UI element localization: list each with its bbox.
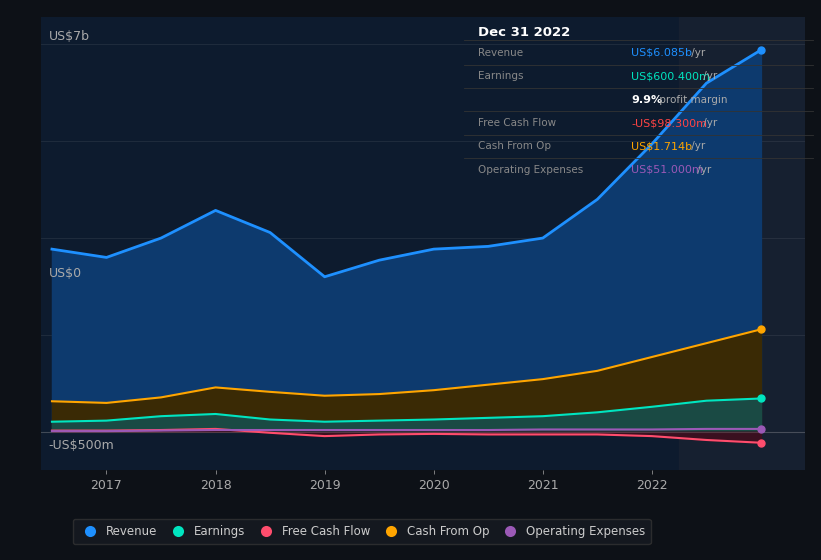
Bar: [679, 17, 805, 470]
Text: US$0: US$0: [48, 267, 82, 279]
Text: /yr: /yr: [700, 118, 718, 128]
Text: -US$500m: -US$500m: [48, 439, 114, 452]
Text: 9.9%: 9.9%: [631, 95, 663, 105]
Text: US$600.400m: US$600.400m: [631, 71, 710, 81]
Text: /yr: /yr: [688, 48, 705, 58]
Text: Cash From Op: Cash From Op: [478, 141, 551, 151]
Legend: Revenue, Earnings, Free Cash Flow, Cash From Op, Operating Expenses: Revenue, Earnings, Free Cash Flow, Cash …: [72, 519, 651, 544]
Text: /yr: /yr: [700, 71, 718, 81]
Text: -US$98.300m: -US$98.300m: [631, 118, 708, 128]
Text: Revenue: Revenue: [478, 48, 523, 58]
Text: Operating Expenses: Operating Expenses: [478, 165, 583, 175]
Text: Earnings: Earnings: [478, 71, 523, 81]
Text: US$7b: US$7b: [48, 30, 89, 44]
Text: /yr: /yr: [695, 165, 712, 175]
Text: Free Cash Flow: Free Cash Flow: [478, 118, 556, 128]
Text: US$1.714b: US$1.714b: [631, 141, 692, 151]
Text: Dec 31 2022: Dec 31 2022: [478, 26, 570, 39]
Text: /yr: /yr: [688, 141, 705, 151]
Text: profit margin: profit margin: [657, 95, 728, 105]
Text: US$6.085b: US$6.085b: [631, 48, 692, 58]
Text: US$51.000m: US$51.000m: [631, 165, 703, 175]
